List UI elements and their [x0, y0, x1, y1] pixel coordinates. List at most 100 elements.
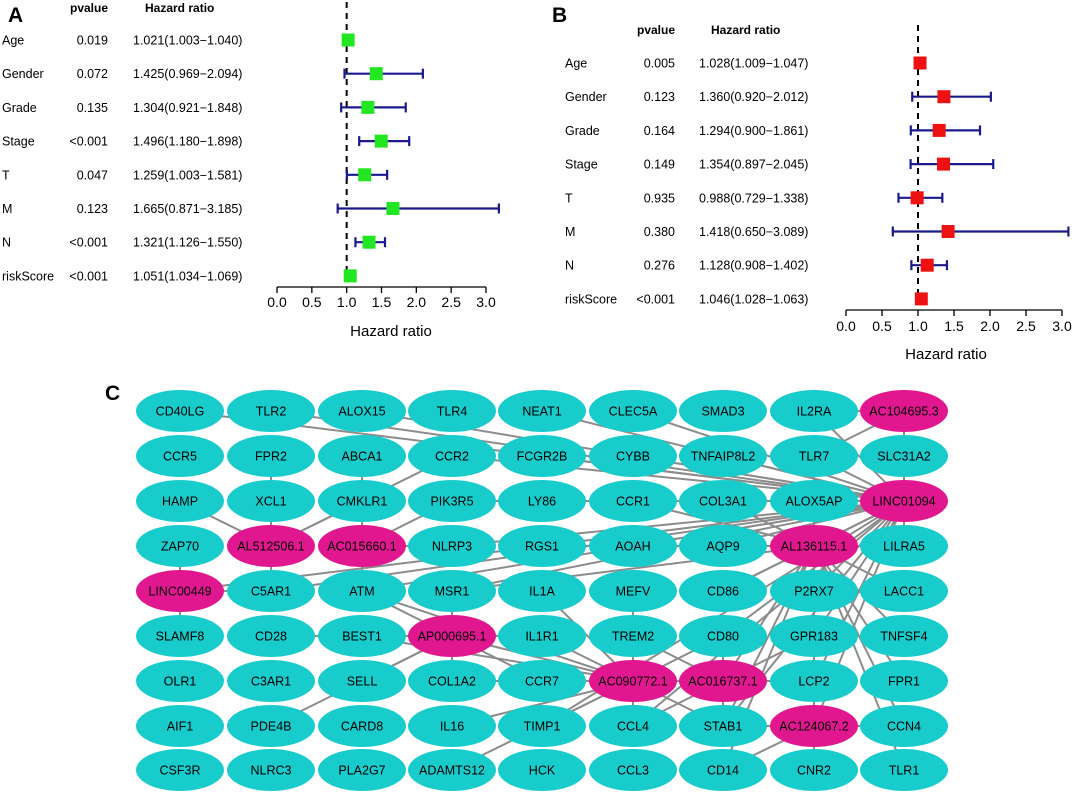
network-node: XCL1	[227, 480, 315, 522]
network-node: AC090772.1	[589, 660, 677, 702]
row-pvalue: 0.149	[644, 158, 675, 172]
hr-point	[941, 225, 955, 238]
node-ellipse	[136, 615, 224, 657]
node-ellipse	[136, 480, 224, 522]
network-node: CCR5	[136, 435, 224, 477]
network-node: P2RX7	[770, 570, 858, 612]
row-label: riskScore	[2, 269, 54, 283]
network-node: AOAH	[589, 525, 677, 567]
node-ellipse	[589, 435, 677, 477]
row-pvalue: 0.047	[77, 168, 108, 182]
network-node: SELL	[318, 660, 406, 702]
node-ellipse	[408, 570, 496, 612]
network-node: TLR4	[408, 390, 496, 432]
node-label: LINC01094	[872, 495, 935, 509]
node-label: PIK3R5	[430, 495, 473, 509]
row-pvalue: 0.019	[77, 34, 108, 48]
node-label: FPR1	[888, 675, 920, 689]
network-node: AIF1	[136, 705, 224, 747]
network-edge	[722, 545, 815, 682]
row-label: N	[565, 259, 574, 273]
node-label: CCR1	[616, 495, 650, 509]
network-node: SLC31A2	[860, 435, 948, 477]
network-node: TNFSF4	[860, 615, 948, 657]
network-node: AL136115.1	[770, 525, 858, 567]
node-label: CMKLR1	[337, 495, 388, 509]
node-label: SELL	[347, 675, 378, 689]
network-node: CD28	[227, 615, 315, 657]
row-label: Grade	[2, 101, 37, 115]
x-tick-label: 2.5	[1016, 318, 1036, 334]
node-ellipse	[408, 660, 496, 702]
pvalue-header: pvalue	[637, 23, 675, 37]
network-node: AL512506.1	[227, 525, 315, 567]
pvalue-header: pvalue	[70, 1, 108, 15]
node-ellipse	[679, 435, 767, 477]
node-ellipse	[408, 390, 496, 432]
network-node: AP000695.1	[408, 615, 496, 657]
hr-point	[913, 56, 927, 70]
node-label: AC016737.1	[688, 675, 758, 689]
node-ellipse	[589, 660, 677, 702]
network-node: LY86	[498, 480, 586, 522]
row-pvalue: 0.935	[644, 191, 675, 205]
node-ellipse	[770, 480, 858, 522]
network-node: HAMP	[136, 480, 224, 522]
node-label: C5AR1	[251, 585, 291, 599]
node-label: AQP9	[706, 540, 739, 554]
x-tick-label: 3.0	[476, 294, 496, 310]
hr-point	[361, 100, 375, 114]
row-label: Grade	[565, 124, 600, 138]
network-node: GPR183	[770, 615, 858, 657]
row-hazard-ratio: 1.496(1.180−1.898)	[133, 135, 242, 149]
network-node: IL2RA	[770, 390, 858, 432]
network-node: CYBB	[589, 435, 677, 477]
hr-point	[341, 33, 355, 47]
node-label: NLRC3	[251, 764, 292, 778]
network-node: ZAP70	[136, 525, 224, 567]
node-label: MSR1	[435, 585, 470, 599]
node-label: BEST1	[342, 630, 382, 644]
network-edge	[813, 545, 905, 682]
node-label: SLC31A2	[877, 450, 931, 464]
node-label: TLR2	[256, 405, 287, 419]
node-ellipse	[227, 480, 315, 522]
row-pvalue: <0.001	[636, 292, 675, 306]
node-ellipse	[227, 660, 315, 702]
node-label: NEAT1	[522, 405, 561, 419]
node-label: TIMP1	[524, 720, 561, 734]
node-ellipse	[589, 749, 677, 791]
network-node: PDE4B	[227, 705, 315, 747]
network-node: CCN4	[860, 705, 948, 747]
row-pvalue: 0.123	[77, 202, 108, 216]
node-ellipse	[227, 705, 315, 747]
node-ellipse	[498, 390, 586, 432]
node-ellipse	[227, 615, 315, 657]
row-pvalue: <0.001	[69, 236, 108, 250]
network-node: TNFAIP8L2	[679, 435, 767, 477]
node-label: SMAD3	[701, 405, 744, 419]
network-node: AC124067.2	[770, 705, 858, 747]
node-ellipse	[318, 749, 406, 791]
node-label: HAMP	[162, 495, 198, 509]
row-label: Age	[565, 57, 587, 71]
node-ellipse	[408, 705, 496, 747]
panel-letter: A	[8, 4, 23, 27]
node-ellipse	[860, 749, 948, 791]
node-ellipse	[136, 390, 224, 432]
network-node: CD14	[679, 749, 767, 791]
node-ellipse	[679, 570, 767, 612]
network-node: CCL4	[589, 705, 677, 747]
row-hazard-ratio: 1.665(0.871−3.185)	[133, 202, 242, 216]
network-node: BEST1	[318, 615, 406, 657]
node-ellipse	[498, 570, 586, 612]
row-pvalue: 0.164	[644, 124, 675, 138]
row-label: Stage	[2, 135, 35, 149]
node-ellipse	[770, 435, 858, 477]
node-ellipse	[860, 660, 948, 702]
node-label: TLR1	[889, 764, 920, 778]
row-label: T	[2, 168, 10, 182]
node-label: CD86	[707, 585, 739, 599]
node-label: CD14	[707, 764, 739, 778]
